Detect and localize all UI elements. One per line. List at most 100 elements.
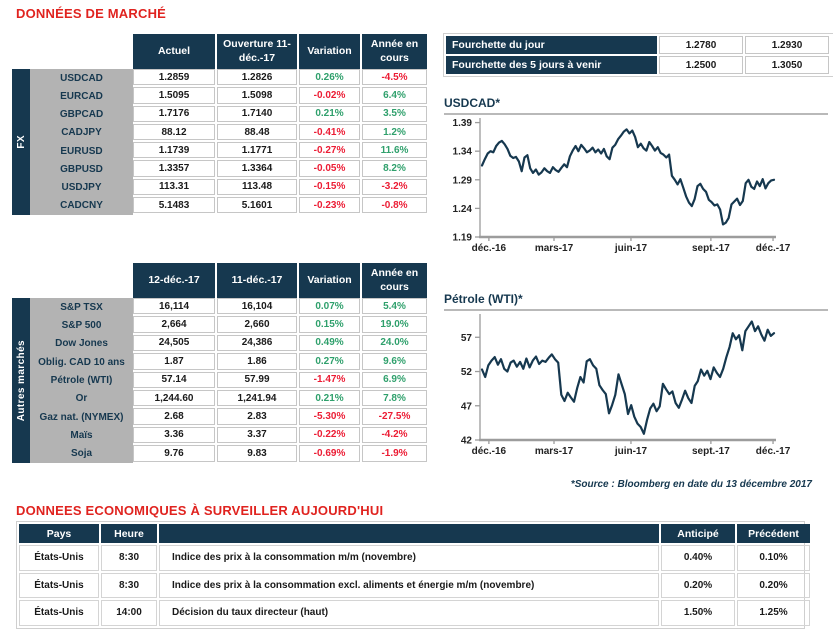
markets-cell-date1: 1.87: [133, 353, 215, 370]
fx-row-label: EURUSD: [60, 145, 103, 157]
markets-cell-date2: 2.83: [217, 408, 297, 425]
fx-cell-ytd: 1.2%: [362, 123, 427, 141]
markets-cell-ytd: 9.6%: [362, 353, 427, 370]
fx-cell-variation: -0.15%: [299, 178, 360, 196]
econ-cell-desc: Décision du taux directeur (haut): [159, 600, 659, 626]
econ-header-desc: [159, 524, 659, 543]
econ-cell-precedent: 0.20%: [737, 572, 810, 598]
fx-header-variation: Variation: [299, 34, 360, 69]
fx-cell-ouverture: 5.1601: [217, 197, 297, 214]
markets-cell-variation: -0.22%: [299, 426, 360, 444]
markets-cell-ytd: 19.0%: [362, 316, 427, 333]
wti-line-chart: 42 47 52 57 déc.-16 mars-17 juin-17 sept.-17 déc…: [461, 314, 791, 457]
fx-header-ouverture: Ouverture 11-déc.-17: [217, 34, 297, 69]
svg-text:1.19: 1.19: [453, 233, 473, 244]
svg-text:sept.-17: sept.-17: [692, 243, 730, 254]
markets-cell-ytd: -1.9%: [362, 445, 427, 462]
fx-cell-ytd: 11.6%: [362, 142, 427, 159]
markets-cell-date1: 24,505: [133, 334, 215, 352]
range-low: 1.2780: [659, 36, 743, 54]
fx-row-label: GBPCAD: [59, 109, 104, 121]
markets-row-label: Oblig. CAD 10 ans: [38, 356, 125, 368]
econ-cell-desc: Indice des prix à la consommation excl. …: [159, 572, 659, 598]
svg-text:déc.-17: déc.-17: [756, 243, 791, 254]
usdcad-chart-block: USDCAD* 1.19 1.24 1.29 1.34 1.39 déc.-16 mars-…: [444, 96, 828, 257]
fx-label-column: USDCAD EURCAD GBPCAD CADJPY EURUSD GBPUSD USDJ…: [30, 69, 133, 215]
svg-text:47: 47: [461, 401, 473, 412]
markets-cell-date1: 16,114: [133, 298, 215, 315]
markets-header-variation: Variation: [299, 263, 360, 298]
markets-header-date2: 11-déc.-17: [217, 263, 297, 298]
markets-header-ytd: Année en cours: [362, 263, 427, 298]
fx-cell-ytd: -3.2%: [362, 178, 427, 196]
svg-text:juin-17: juin-17: [614, 446, 648, 457]
svg-text:52: 52: [461, 367, 473, 378]
fx-table: Actuel Ouverture 11-déc.-17 Variation An…: [12, 34, 427, 215]
markets-cell-date1: 2,664: [133, 316, 215, 333]
econ-header-pays: Pays: [19, 524, 99, 543]
fx-cell-variation: -0.02%: [299, 87, 360, 104]
usdcad-chart-title: USDCAD*: [444, 96, 501, 110]
fx-cell-actuel: 1.1739: [133, 142, 215, 159]
markets-row-label: Dow Jones: [55, 338, 108, 350]
markets-cell-variation: -5.30%: [299, 408, 360, 425]
fx-group-strip: FX: [12, 69, 30, 215]
svg-text:déc.-16: déc.-16: [472, 243, 507, 254]
markets-value-grid: 16,114 16,104 0.07% 5.4% 2,664 2,660 0.1…: [133, 298, 427, 462]
markets-cell-date2: 1.86: [217, 353, 297, 370]
markets-cell-date1: 9.76: [133, 445, 215, 462]
markets-table-header: 12-déc.-17 11-déc.-17 Variation Année en…: [133, 263, 427, 298]
ranges-table: Fourchette du jour 1.2780 1.2930 Fourche…: [443, 33, 833, 77]
range-label: Fourchette des 5 jours à venir: [446, 56, 657, 74]
markets-cell-date1: 1,244.60: [133, 389, 215, 407]
fx-cell-variation: -0.41%: [299, 123, 360, 141]
markets-cell-date2: 57.99: [217, 371, 297, 388]
fx-cell-actuel: 1.2859: [133, 69, 215, 86]
source-note: *Source : Bloomberg en date du 13 décemb…: [570, 479, 812, 490]
markets-cell-variation: 0.15%: [299, 316, 360, 333]
svg-text:sept.-17: sept.-17: [692, 446, 730, 457]
fx-cell-actuel: 1.5095: [133, 87, 215, 104]
markets-cell-date2: 3.37: [217, 426, 297, 444]
markets-cell-date2: 24,386: [217, 334, 297, 352]
svg-text:déc.-16: déc.-16: [472, 446, 507, 457]
fx-cell-ouverture: 1.5098: [217, 87, 297, 104]
markets-cell-ytd: 24.0%: [362, 334, 427, 352]
range-low: 1.2500: [659, 56, 743, 74]
econ-data-title: DONNEES ECONOMIQUES À SURVEILLER AUJOURD…: [16, 503, 384, 518]
market-data-title: DONNÉES DE MARCHÉ: [16, 6, 167, 21]
fx-row-label: USDJPY: [61, 182, 102, 194]
econ-table: Pays Heure Anticipé Précédent États-Unis…: [16, 521, 810, 629]
fx-row-label: CADCNY: [60, 200, 103, 212]
fx-cell-actuel: 1.3357: [133, 160, 215, 177]
svg-text:mars-17: mars-17: [535, 446, 574, 457]
markets-row-label: Maïs: [70, 429, 93, 441]
fx-cell-variation: -0.27%: [299, 142, 360, 159]
econ-cell-pays: États-Unis: [19, 545, 99, 571]
usdcad-chart-rule: [444, 113, 828, 115]
svg-text:1.24: 1.24: [453, 204, 473, 215]
markets-row-label: Pétrole (WTI): [50, 374, 113, 386]
fx-row-label: CADJPY: [61, 127, 102, 139]
svg-text:1.34: 1.34: [453, 147, 473, 158]
markets-cell-variation: 0.49%: [299, 334, 360, 352]
fx-cell-variation: 0.21%: [299, 105, 360, 122]
econ-cell-precedent: 0.10%: [737, 545, 810, 571]
svg-text:1.29: 1.29: [453, 175, 473, 186]
markets-header-date1: 12-déc.-17: [133, 263, 215, 298]
svg-text:juin-17: juin-17: [614, 243, 648, 254]
markets-row-label: S&P TSX: [60, 301, 103, 313]
markets-row-label: Or: [75, 393, 88, 405]
fx-cell-actuel: 1.7176: [133, 105, 215, 122]
markets-cell-ytd: 6.9%: [362, 371, 427, 388]
econ-cell-precedent: 1.25%: [737, 600, 810, 626]
fx-cell-ouverture: 1.2826: [217, 69, 297, 86]
fx-cell-ouverture: 1.7140: [217, 105, 297, 122]
markets-group-strip: Autres marchés: [12, 298, 30, 463]
fx-cell-variation: 0.26%: [299, 69, 360, 86]
svg-text:42: 42: [461, 436, 473, 447]
econ-header-anticipe: Anticipé: [661, 524, 735, 543]
markets-group-label: Autres marchés: [15, 339, 27, 422]
econ-header-heure: Heure: [101, 524, 157, 543]
